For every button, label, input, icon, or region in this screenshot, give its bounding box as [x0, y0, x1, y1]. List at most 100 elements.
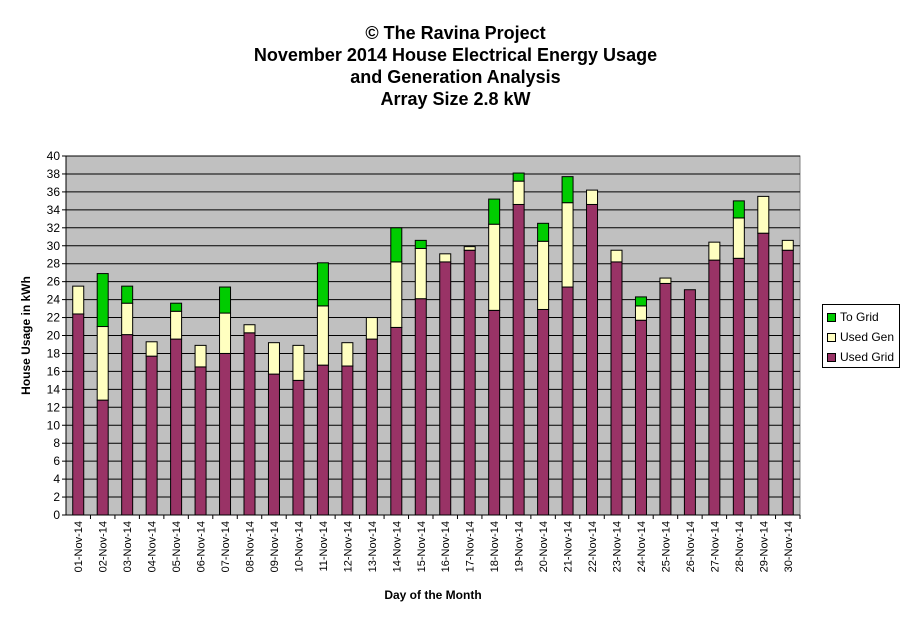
x-tick-label: 21-Nov-14	[563, 521, 575, 572]
x-tick-label: 22-Nov-14	[587, 521, 599, 572]
legend-swatch-used-gen	[827, 332, 836, 342]
x-tick-label: 28-Nov-14	[734, 521, 746, 572]
bar-used-grid	[243, 332, 256, 516]
y-tick-label: 24	[47, 293, 61, 307]
legend: To Grid Used Gen Used Grid	[822, 304, 900, 368]
y-axis-title: House Usage in kWh	[19, 276, 33, 395]
bar-used-grid	[488, 309, 501, 516]
title-line-3: and Generation Analysis	[350, 67, 561, 87]
bar-used-gen	[194, 344, 207, 368]
bar-used-grid	[781, 249, 794, 516]
bar-used-gen	[267, 342, 280, 375]
legend-label-used-gen: Used Gen	[840, 330, 895, 344]
bar-used-grid	[365, 338, 378, 516]
bar-used-grid	[194, 366, 207, 516]
y-tick-label: 4	[53, 472, 60, 486]
x-tick-label: 10-Nov-14	[293, 521, 305, 572]
bar-used-grid	[732, 257, 745, 516]
chart-title: © The Ravina Project November 2014 House…	[0, 22, 911, 110]
bar-to-grid	[732, 200, 745, 219]
bar-to-grid	[488, 198, 501, 225]
bar-used-gen	[610, 249, 623, 263]
bar-used-grid	[414, 298, 427, 516]
y-tick-label: 26	[47, 275, 61, 289]
x-tick-label: 20-Nov-14	[538, 521, 550, 572]
legend-swatch-to-grid	[827, 312, 836, 322]
bar-to-grid	[121, 285, 134, 304]
x-axis-title: Day of the Month	[384, 588, 481, 602]
bar-used-gen	[316, 305, 329, 366]
bar-used-gen	[365, 317, 378, 340]
bar-used-gen	[96, 326, 109, 401]
bar-used-grid	[634, 319, 647, 516]
bar-to-grid	[537, 222, 550, 242]
bar-used-gen	[414, 247, 427, 300]
bar-to-grid	[390, 227, 403, 263]
x-tick-label: 04-Nov-14	[147, 521, 159, 572]
bar-used-grid	[757, 232, 770, 516]
x-tick-label: 01-Nov-14	[73, 521, 85, 572]
y-tick-label: 30	[47, 239, 61, 253]
y-tick-label: 38	[47, 167, 61, 181]
bar-to-grid	[561, 176, 574, 204]
bar-used-gen	[72, 285, 85, 315]
bar-used-grid	[708, 259, 721, 516]
title-line-1: © The Ravina Project	[365, 23, 546, 43]
bar-to-grid	[512, 172, 525, 182]
bar-used-grid	[586, 203, 599, 516]
bar-used-gen	[659, 277, 672, 284]
bar-used-grid	[561, 286, 574, 516]
y-tick-label: 16	[47, 364, 61, 378]
bar-used-gen	[537, 240, 550, 310]
bar-used-grid	[72, 313, 85, 516]
x-tick-label: 24-Nov-14	[636, 521, 648, 572]
bar-used-grid	[683, 289, 696, 516]
x-tick-label: 19-Nov-14	[514, 521, 526, 572]
y-tick-label: 0	[53, 508, 60, 522]
bar-used-grid	[96, 399, 109, 516]
bar-used-grid	[341, 365, 354, 516]
y-tick-label: 28	[47, 257, 61, 271]
bar-used-grid	[145, 355, 158, 516]
x-tick-label: 27-Nov-14	[709, 521, 721, 572]
bar-used-gen	[439, 253, 452, 263]
x-tick-label: 23-Nov-14	[612, 521, 624, 572]
bar-used-grid	[463, 249, 476, 516]
x-tick-label: 14-Nov-14	[391, 521, 403, 572]
bar-used-gen	[732, 217, 745, 259]
x-tick-label: 26-Nov-14	[685, 521, 697, 572]
bar-used-grid	[512, 203, 525, 516]
bar-used-gen	[561, 202, 574, 288]
x-tick-label: 07-Nov-14	[220, 521, 232, 572]
y-tick-label: 8	[53, 436, 60, 450]
bar-used-gen	[757, 195, 770, 234]
bar-used-grid	[219, 352, 232, 516]
bar-used-gen	[243, 324, 256, 334]
y-tick-label: 12	[47, 400, 61, 414]
y-tick-label: 40	[47, 149, 61, 163]
title-line-4: Array Size 2.8 kW	[380, 89, 531, 109]
bar-used-grid	[390, 326, 403, 516]
y-tick-label: 10	[47, 418, 61, 432]
y-tick-label: 22	[47, 311, 61, 325]
legend-label-used-grid: Used Grid	[840, 350, 895, 364]
bar-to-grid	[316, 262, 329, 307]
y-tick-label: 14	[47, 382, 61, 396]
x-tick-label: 25-Nov-14	[660, 521, 672, 572]
bar-used-gen	[219, 312, 232, 354]
bar-used-gen	[390, 261, 403, 328]
x-tick-label: 15-Nov-14	[416, 521, 428, 572]
bar-used-gen	[512, 180, 525, 205]
x-tick-label: 09-Nov-14	[269, 521, 281, 572]
bar-to-grid	[96, 273, 109, 328]
x-tick-label: 13-Nov-14	[367, 521, 379, 572]
x-tick-label: 30-Nov-14	[783, 521, 795, 572]
bar-used-gen	[170, 310, 183, 340]
bar-used-gen	[781, 239, 794, 251]
bar-to-grid	[170, 302, 183, 312]
legend-item-used-grid: Used Grid	[827, 347, 899, 367]
x-tick-label: 29-Nov-14	[758, 521, 770, 572]
bar-used-gen	[292, 344, 305, 381]
bar-used-gen	[463, 246, 476, 251]
